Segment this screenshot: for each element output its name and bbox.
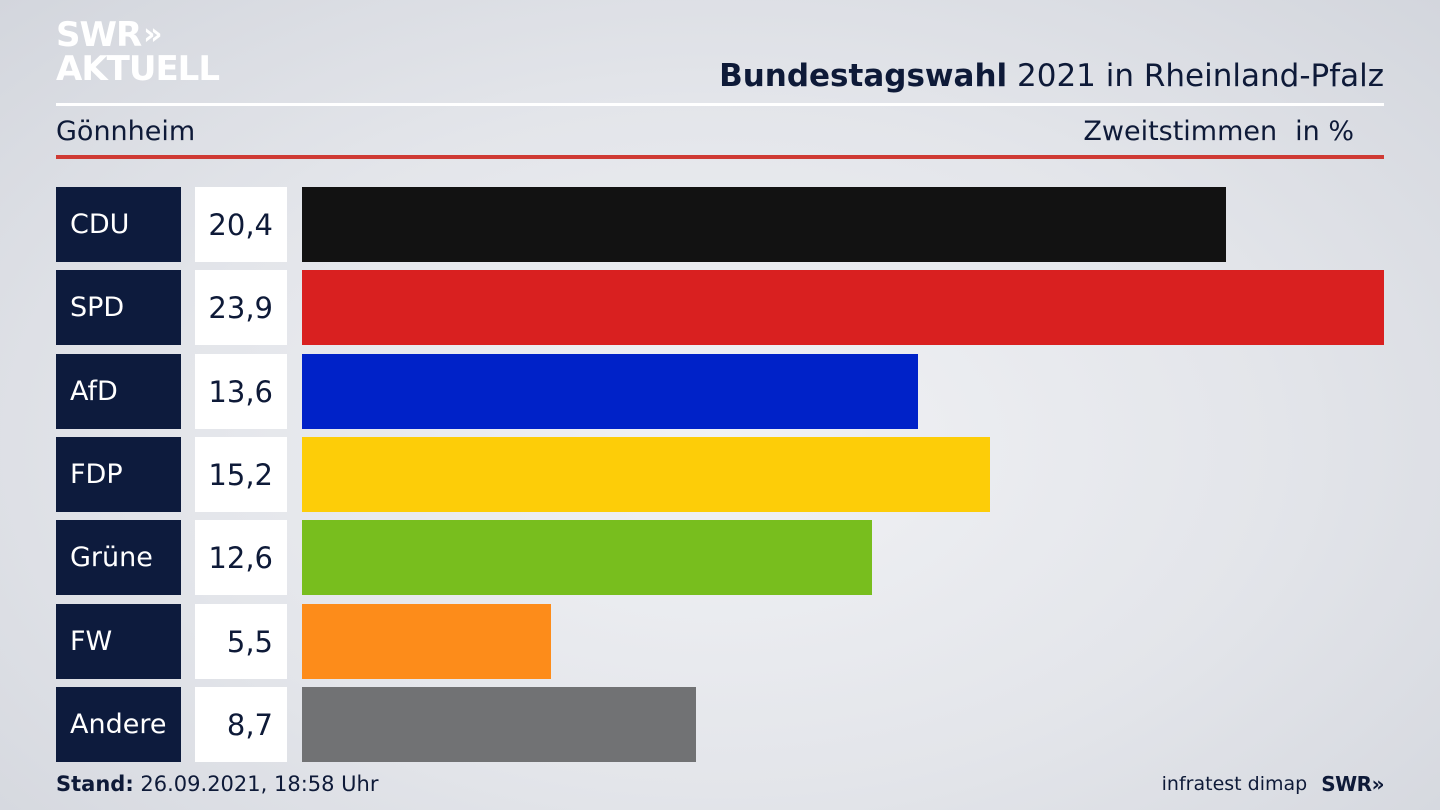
chart-title-bold: Bundestagswahl	[719, 58, 1008, 94]
swr-brand-logo: SWR»	[1321, 772, 1384, 796]
source-credit: infratest dimap SWR»	[1161, 772, 1385, 796]
bar-row-afd: AfD 13,6	[56, 354, 1384, 429]
category-label: FW	[56, 604, 181, 679]
bar-row-fw: FW 5,5	[56, 604, 1384, 679]
bar-row-andere: Andere 8,7	[56, 687, 1384, 762]
unit-text: in %	[1295, 116, 1354, 147]
category-label: CDU	[56, 187, 181, 262]
category-label: AfD	[56, 354, 181, 429]
bar-row-cdu: CDU 20,4	[56, 187, 1384, 262]
category-label: FDP	[56, 437, 181, 512]
bar-grüne	[302, 520, 872, 595]
logo-swr-text: SWR	[56, 15, 142, 55]
region-label: Gönnheim	[56, 116, 196, 147]
chart-title: Bundestagswahl 2021 in Rheinland-Pfalz	[719, 58, 1384, 94]
bar-spd	[302, 270, 1384, 345]
data-label: 5,5	[195, 604, 287, 679]
logo-aktuell-text: AKTUELL	[56, 49, 220, 89]
timestamp: Stand: 26.09.2021, 18:58 Uhr	[56, 772, 379, 796]
category-label: SPD	[56, 270, 181, 345]
bar-row-spd: SPD 23,9	[56, 270, 1384, 345]
bar-cdu	[302, 187, 1226, 262]
measure-text: Zweitstimmen	[1083, 116, 1278, 147]
source-text: infratest dimap	[1161, 773, 1308, 795]
header-divider-red	[56, 155, 1384, 159]
bar-andere	[302, 687, 696, 762]
timestamp-value: 26.09.2021, 18:58 Uhr	[133, 772, 379, 796]
data-label: 15,2	[195, 437, 287, 512]
timestamp-label: Stand:	[56, 772, 134, 796]
swr-aktuell-logo: SWR» AKTUELL	[56, 18, 226, 90]
chart-title-rest: 2021 in Rheinland-Pfalz	[1007, 58, 1384, 94]
category-label: Grüne	[56, 520, 181, 595]
measure-label: Zweitstimmen in %	[1083, 116, 1354, 147]
bar-fw	[302, 604, 551, 679]
data-label: 12,6	[195, 520, 287, 595]
bar-row-fdp: FDP 15,2	[56, 437, 1384, 512]
data-label: 13,6	[195, 354, 287, 429]
bar-fdp	[302, 437, 990, 512]
category-label: Andere	[56, 687, 181, 762]
data-label: 23,9	[195, 270, 287, 345]
bar-row-grüne: Grüne 12,6	[56, 520, 1384, 595]
data-label: 8,7	[195, 687, 287, 762]
data-label: 20,4	[195, 187, 287, 262]
header-divider-white	[56, 103, 1384, 106]
bar-afd	[302, 354, 918, 429]
